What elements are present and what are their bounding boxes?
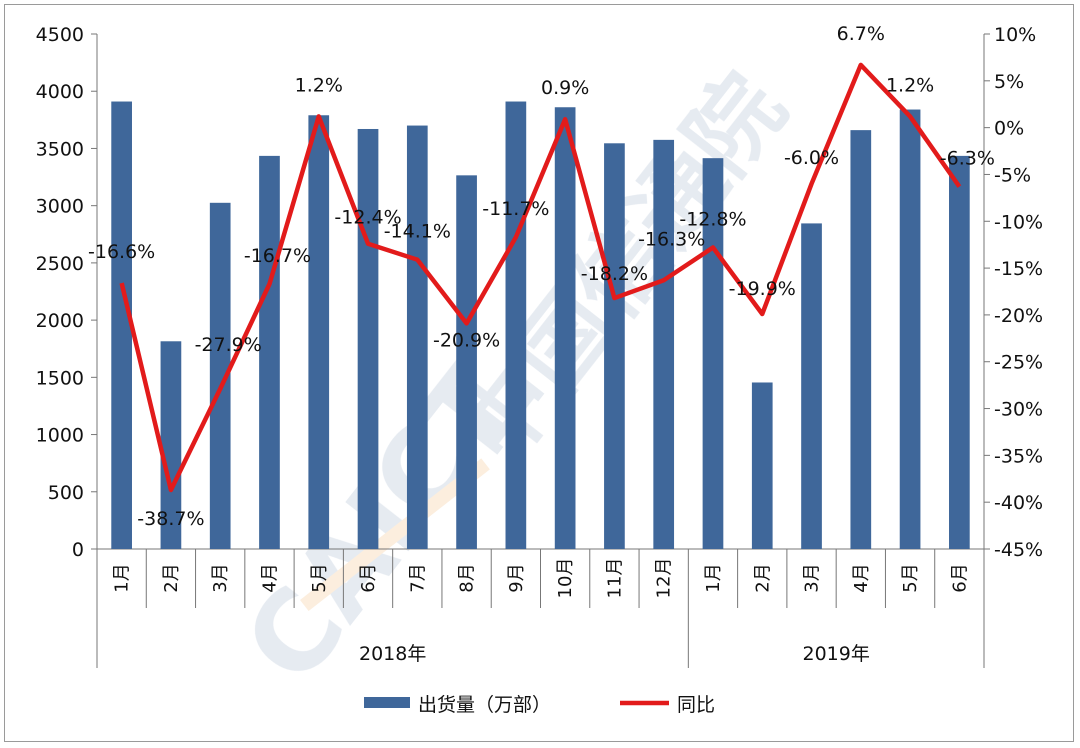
- bar-shipment: [850, 130, 872, 549]
- right-tick-label: -40%: [994, 492, 1043, 514]
- yoy-data-label: -12.8%: [679, 208, 746, 230]
- month-label: 6月: [358, 563, 379, 592]
- bar-shipment: [801, 223, 822, 549]
- chart-frame: [4, 4, 1074, 742]
- right-tick-label: -20%: [994, 305, 1043, 327]
- month-label: 12月: [654, 558, 675, 599]
- yoy-data-label: 0.9%: [541, 77, 589, 99]
- right-tick-label: 0%: [994, 118, 1024, 140]
- month-label: 3月: [210, 563, 231, 592]
- month-label: 2月: [752, 563, 773, 592]
- bar-shipment: [406, 125, 428, 550]
- yoy-data-label: -18.2%: [581, 263, 648, 285]
- month-label: 5月: [900, 563, 921, 592]
- bar-shipment: [604, 143, 625, 550]
- yoy-data-label: 1.2%: [886, 74, 934, 96]
- left-tick-label: 2000: [36, 310, 84, 332]
- month-label: 5月: [309, 563, 330, 592]
- bar-shipment: [554, 107, 576, 549]
- month-label: 11月: [604, 558, 625, 599]
- month-label: 6月: [949, 563, 970, 592]
- yoy-data-label: -20.9%: [433, 329, 500, 351]
- legend-label-shipment: 出货量（万部）: [418, 694, 551, 716]
- yoy-data-label: 6.7%: [837, 23, 885, 45]
- bar-shipment: [111, 101, 132, 550]
- bar-shipment: [899, 109, 921, 550]
- right-tick-label: -10%: [994, 211, 1043, 233]
- bar-shipment: [160, 341, 182, 549]
- right-tick-label: -30%: [994, 399, 1043, 421]
- left-tick-label: 0: [72, 539, 84, 561]
- right-tick-label: -15%: [994, 258, 1043, 280]
- left-tick-label: 2500: [36, 253, 84, 275]
- month-label: 8月: [457, 563, 478, 592]
- left-tick-label: 500: [48, 482, 84, 504]
- bar-shipment: [949, 155, 970, 549]
- yoy-data-label: -19.9%: [729, 278, 796, 300]
- year-label: 2019年: [802, 643, 869, 665]
- month-label: 4月: [851, 563, 872, 592]
- yoy-data-label: -16.7%: [244, 245, 311, 267]
- month-label: 9月: [506, 563, 527, 592]
- yoy-data-label: -6.3%: [940, 148, 995, 170]
- left-tick-label: 3000: [36, 196, 84, 218]
- bar-shipment: [308, 115, 330, 549]
- left-tick-label: 4500: [36, 24, 84, 46]
- yoy-data-label: -16.3%: [638, 228, 705, 250]
- yoy-data-label: -27.9%: [195, 334, 262, 356]
- left-tick-label: 4000: [36, 81, 84, 103]
- bar-shipment: [209, 202, 231, 550]
- right-tick-label: -25%: [994, 352, 1043, 374]
- month-label: 4月: [259, 563, 280, 592]
- right-tick-label: -5%: [994, 164, 1031, 186]
- bar-shipment: [259, 155, 280, 549]
- right-tick-label: -45%: [994, 539, 1043, 561]
- legend-label-yoy: 同比: [677, 694, 715, 716]
- left-tick-label: 3500: [36, 138, 84, 160]
- month-label: 7月: [407, 563, 428, 592]
- yoy-line: [119, 62, 962, 493]
- yoy-data-label: -14.1%: [384, 221, 451, 243]
- legend-swatch-shipment: [364, 697, 410, 708]
- right-tick-label: 10%: [994, 24, 1036, 46]
- month-label: 1月: [703, 563, 724, 592]
- left-tick-label: 1500: [36, 367, 84, 389]
- yoy-data-label: -16.6%: [88, 241, 155, 263]
- bar-shipment: [751, 382, 773, 549]
- year-label: 2018年: [359, 643, 426, 665]
- yoy-data-label: -11.7%: [482, 198, 549, 220]
- month-label: 2月: [161, 563, 182, 592]
- bar-shipment: [653, 139, 675, 549]
- month-label: 10月: [555, 558, 576, 599]
- bar-shipment: [505, 101, 527, 550]
- yoy-data-label: -38.7%: [137, 508, 204, 530]
- bar-shipment: [456, 175, 477, 550]
- yoy-data-label: -12.4%: [334, 207, 401, 229]
- month-label: 3月: [802, 563, 823, 592]
- left-tick-label: 1000: [36, 425, 84, 447]
- right-tick-label: -35%: [994, 445, 1043, 467]
- right-tick-label: 5%: [994, 71, 1024, 93]
- bar-shipment: [357, 128, 379, 549]
- yoy-data-label: -6.0%: [784, 147, 839, 169]
- month-label: 1月: [112, 563, 133, 592]
- yoy-data-label: 1.2%: [295, 74, 343, 96]
